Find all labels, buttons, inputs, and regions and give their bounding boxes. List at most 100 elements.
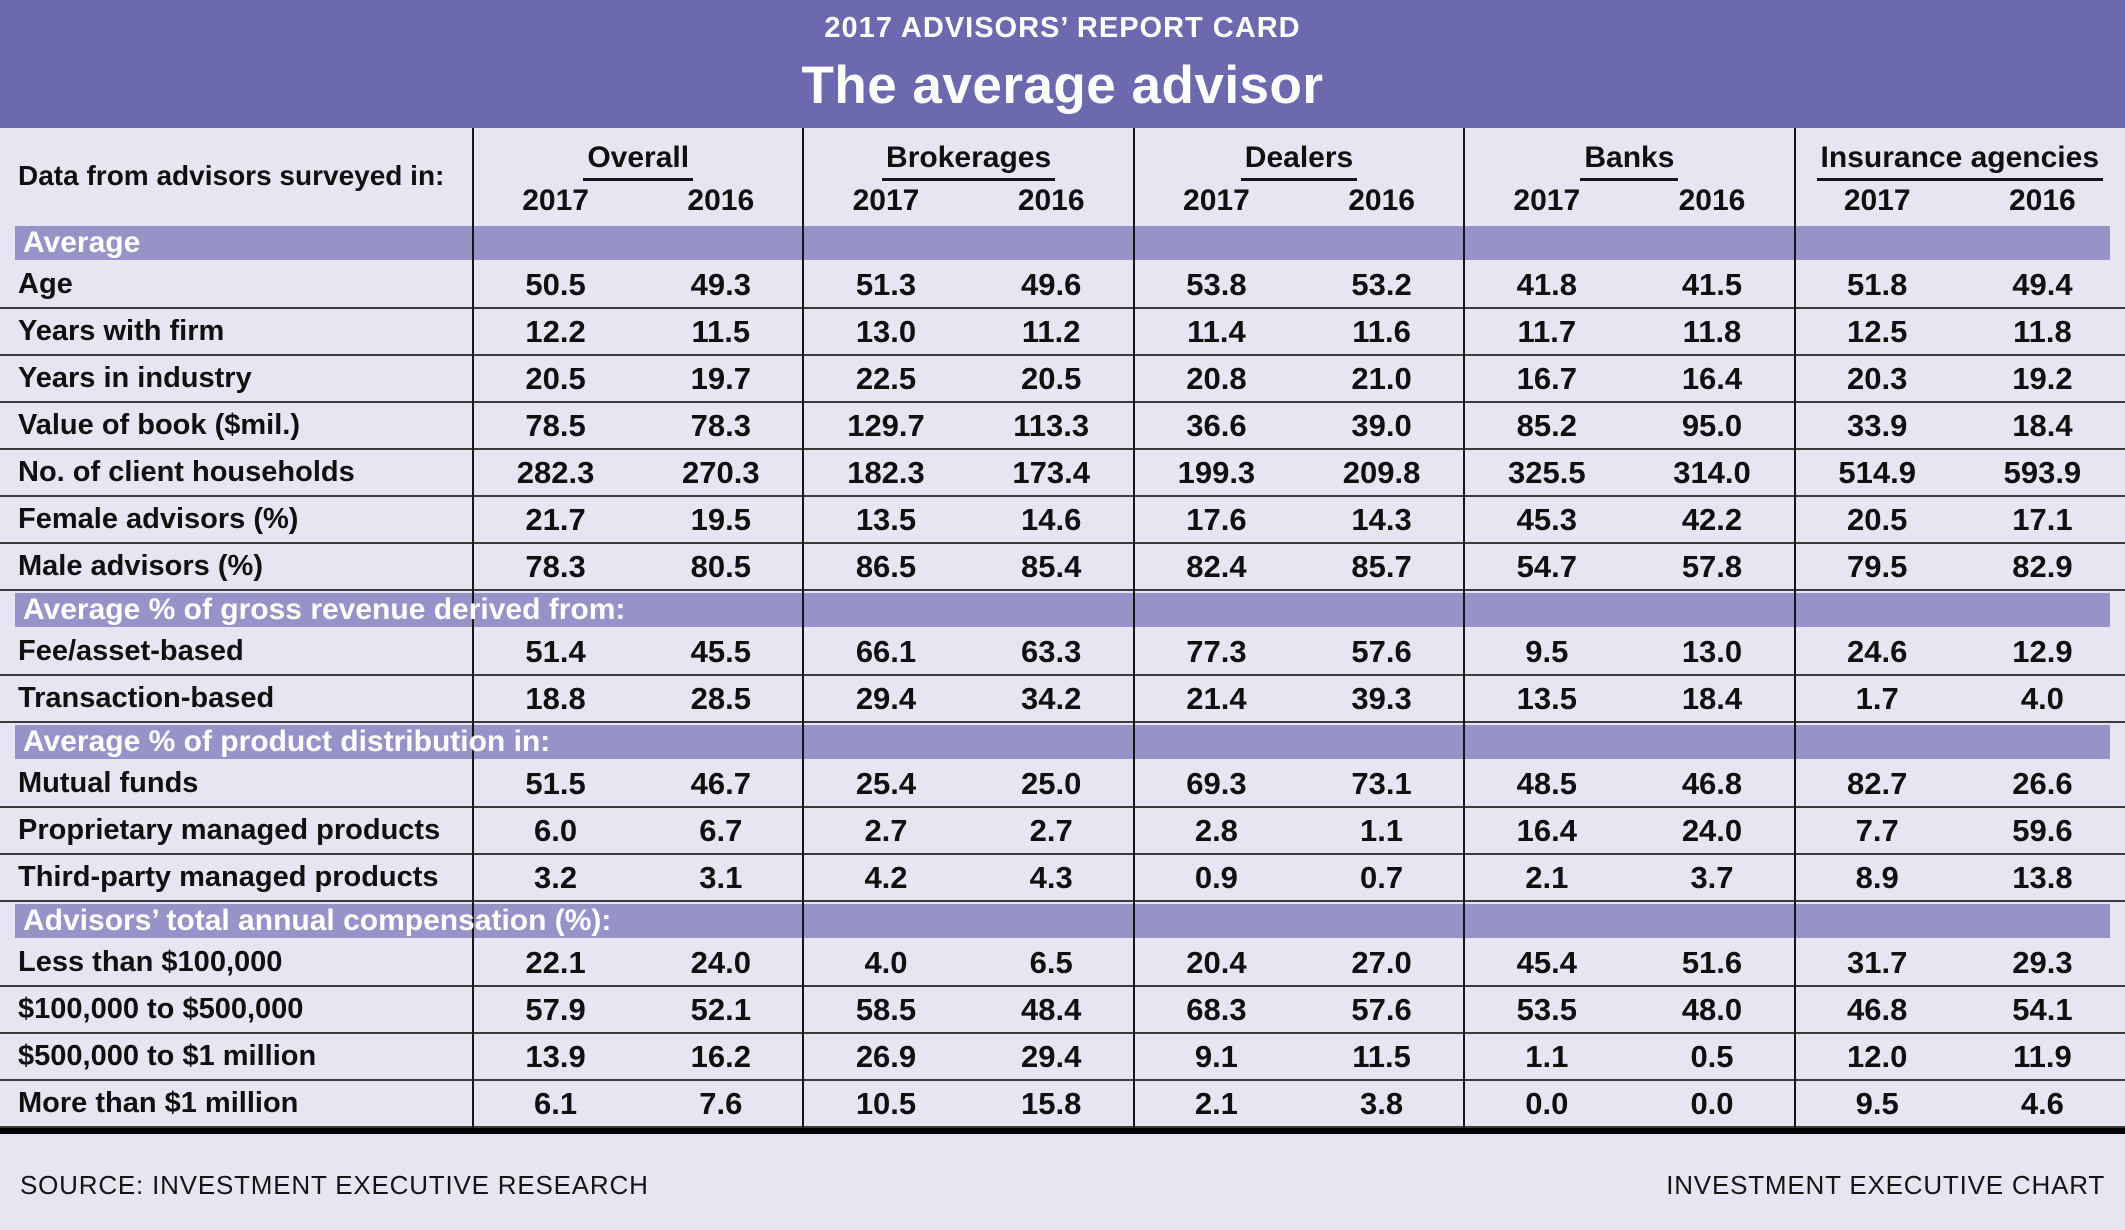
value-cell: 6.5 <box>1029 944 1073 980</box>
value-cell: 20.3 <box>1847 360 1908 396</box>
value-cell: 13.0 <box>855 313 917 349</box>
value-cell: 10.5 <box>855 1085 917 1121</box>
value-cell: 57.9 <box>525 991 586 1027</box>
value-cell: 36.6 <box>1186 407 1247 443</box>
value-cell: 0.7 <box>1360 859 1404 895</box>
row-label: Transaction-based <box>18 682 275 714</box>
column-group-insurance-agencies: Insurance agencies 2017 2016 <box>1795 128 2125 224</box>
value-cell: 77.3 <box>1186 633 1247 669</box>
year-label: 2016 <box>2009 184 2076 217</box>
page-title: The average advisor <box>801 56 1324 115</box>
row-label: Less than $100,000 <box>18 946 283 978</box>
value-cell: 54.7 <box>1516 548 1577 584</box>
value-cell: 11.5 <box>1352 1038 1411 1074</box>
value-cell: 2.7 <box>864 812 908 848</box>
year-label: 2017 <box>1843 184 1911 217</box>
value-cell: 13.0 <box>1681 633 1743 669</box>
value-cell: 12.5 <box>1847 313 1908 349</box>
value-cell: 63.3 <box>1021 633 1082 669</box>
value-cell: 27.0 <box>1351 944 1412 980</box>
value-cell: 24.6 <box>1847 633 1908 669</box>
value-cell: 20.5 <box>525 360 586 396</box>
value-cell: 29.4 <box>855 680 917 716</box>
value-cell: 7.6 <box>699 1085 743 1121</box>
value-cell: 82.9 <box>2012 548 2073 584</box>
value-cell: 33.9 <box>1847 407 1908 443</box>
value-cell: 0.0 <box>1690 1085 1734 1121</box>
value-cell: 21.4 <box>1186 680 1247 716</box>
value-cell: 2.1 <box>1194 1085 1238 1121</box>
value-cell: 11.6 <box>1352 313 1411 349</box>
value-cell: 4.3 <box>1029 859 1073 895</box>
column-group-brokerages: Brokerages 2017 2016 <box>803 128 1133 224</box>
value-cell: 18.4 <box>2012 407 2073 443</box>
column-group-label: Insurance agencies <box>1816 141 2104 181</box>
row-label: Years in industry <box>18 362 252 394</box>
value-cell: 282.3 <box>516 454 595 490</box>
value-cell: 54.1 <box>2012 991 2073 1027</box>
value-cell: 57.8 <box>1681 548 1743 584</box>
section-label: Advisors’ total annual compensation (%): <box>23 904 612 937</box>
column-group-label: Banks <box>1580 141 1679 181</box>
group-separator-line <box>1463 128 1466 1128</box>
value-cell: 129.7 <box>847 407 925 443</box>
value-cell: 15.8 <box>1021 1085 1082 1121</box>
value-cell: 57.6 <box>1351 991 1412 1027</box>
row-label: $100,000 to $500,000 <box>18 993 304 1025</box>
value-cell: 82.4 <box>1186 548 1247 584</box>
value-cell: 49.4 <box>2012 266 2073 302</box>
group-separator-line <box>472 128 474 1128</box>
value-cell: 12.2 <box>525 313 586 349</box>
value-cell: 22.5 <box>855 360 917 396</box>
section-band-bar: Advisors’ total annual compensation (%): <box>15 904 2110 938</box>
value-cell: 82.7 <box>1847 765 1908 801</box>
table-row: Proprietary managed products 6.0 6.7 2.7 2.7… <box>0 808 2125 855</box>
value-cell: 26.9 <box>855 1038 917 1074</box>
value-cell: 2.7 <box>1029 812 1073 848</box>
section-label: Average % of gross revenue derived from: <box>23 593 626 626</box>
section-label: Average <box>23 226 141 259</box>
column-group-banks: Banks 2017 2016 <box>1464 128 1794 224</box>
value-cell: 24.0 <box>690 944 751 980</box>
value-cell: 514.9 <box>1838 454 1916 490</box>
value-cell: 78.5 <box>525 407 586 443</box>
value-cell: 24.0 <box>1681 812 1743 848</box>
row-label: No. of client households <box>18 456 355 488</box>
value-cell: 46.7 <box>690 765 751 801</box>
value-cell: 52.1 <box>690 991 751 1027</box>
year-label: 2017 <box>1183 184 1250 217</box>
value-cell: 95.0 <box>1681 407 1743 443</box>
value-cell: 20.5 <box>1021 360 1082 396</box>
value-cell: 48.0 <box>1681 991 1743 1027</box>
year-label: 2016 <box>1678 184 1746 217</box>
row-label: Years with firm <box>18 315 225 347</box>
table-row: Age 50.5 49.3 51.3 49.6 53.8 53.2 41.8 41.5 51.8 4… <box>0 262 2125 309</box>
value-cell: 53.2 <box>1351 266 1412 302</box>
value-cell: 11.8 <box>2013 313 2072 349</box>
value-cell: 13.5 <box>1516 680 1577 716</box>
value-cell: 2.1 <box>1525 859 1569 895</box>
value-cell: 41.5 <box>1681 266 1743 302</box>
value-cell: 4.6 <box>2020 1085 2064 1121</box>
value-cell: 13.9 <box>525 1038 586 1074</box>
group-separator-line <box>1793 128 1796 1128</box>
value-cell: 11.4 <box>1187 313 1246 349</box>
value-cell: 18.8 <box>525 680 586 716</box>
value-cell: 45.3 <box>1516 501 1577 537</box>
value-cell: 314.0 <box>1673 454 1751 490</box>
row-label: Value of book ($mil.) <box>18 409 300 441</box>
column-group-dealers: Dealers 2017 2016 <box>1134 128 1464 224</box>
row-label: Female advisors (%) <box>18 503 299 535</box>
value-cell: 17.6 <box>1186 501 1247 537</box>
year-label: 2016 <box>1017 184 1085 217</box>
table-header: Data from advisors surveyed in: Overall 2… <box>0 128 2125 224</box>
row-label: Age <box>18 268 73 300</box>
table-row: $500,000 to $1 million 13.9 16.2 26.9 29.4 9.… <box>0 1034 2125 1081</box>
table-row: Years in industry 20.5 19.7 22.5 20.5 20.8 21.… <box>0 356 2125 403</box>
value-cell: 50.5 <box>525 266 586 302</box>
footer: SOURCE: INVESTMENT EXECUTIVE RESEARCH IN… <box>0 1134 2125 1230</box>
source-note: SOURCE: INVESTMENT EXECUTIVE RESEARCH <box>20 1169 649 1200</box>
value-cell: 1.1 <box>1360 812 1404 848</box>
section-band: Average % of gross revenue derived from: <box>0 591 2125 629</box>
